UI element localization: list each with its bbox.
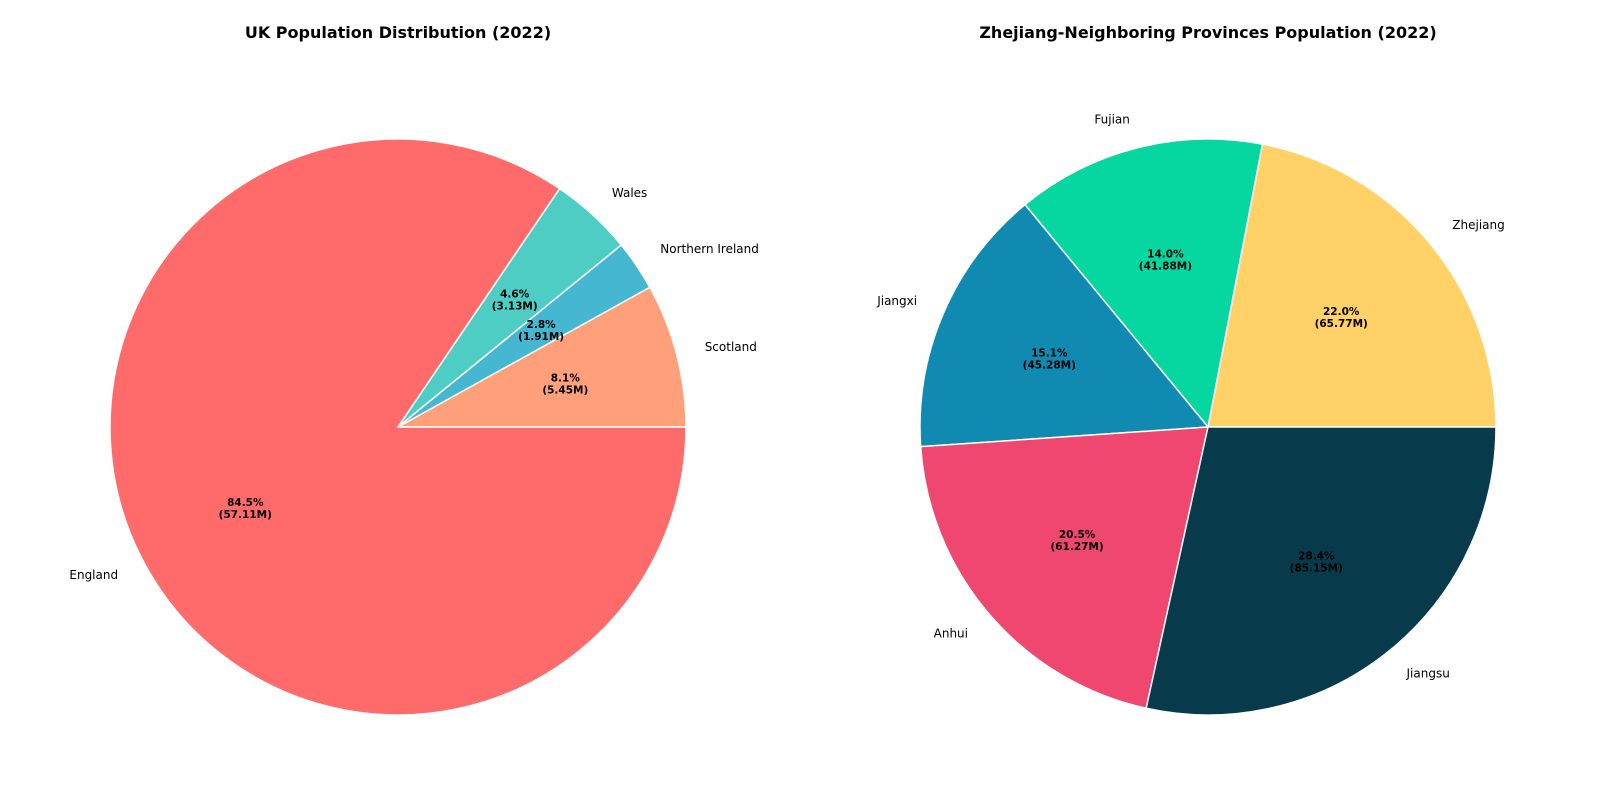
zhejiang-slice-zhejiang [1207, 143, 1497, 428]
uk-label-wales: Wales [612, 186, 647, 200]
zhejiang-slice-jiangxi [919, 203, 1209, 448]
zhejiang-value-label-zhejiang: 22.0% (65.77M) [1315, 306, 1368, 330]
uk-value-label-wales: 4.6% (3.13M) [492, 289, 538, 313]
uk-value-label-england: 84.5% (57.11M) [219, 497, 272, 521]
zhejiang-value-label-jiangxi: 15.1% (45.28M) [1023, 348, 1076, 372]
uk-label-northern-ireland: Northern Ireland [660, 242, 759, 256]
zhejiang-neighbors-pie-chart: Zhejiang-Neighboring Provinces Populatio… [876, 23, 1505, 716]
zhejiang-slice-jiangsu [1145, 426, 1497, 716]
uk-value-label-northern-ireland: 2.8% (1.91M) [518, 319, 564, 343]
uk-chart-title: UK Population Distribution (2022) [245, 23, 551, 42]
zhejiang-value-label-jiangsu: 28.4% (85.15M) [1290, 551, 1343, 575]
uk-slices [109, 138, 687, 716]
uk-value-label-scotland: 8.1% (5.45M) [542, 373, 588, 397]
zhejiang-value-label-anhui: 20.5% (61.27M) [1050, 529, 1103, 553]
zhejiang-label-anhui: Anhui [934, 626, 968, 640]
zhejiang-label-zhejiang: Zhejiang [1452, 218, 1504, 232]
zhejiang-label-fujian: Fujian [1094, 113, 1129, 127]
uk-slice-england [109, 138, 687, 716]
zhejiang-chart-title: Zhejiang-Neighboring Provinces Populatio… [979, 23, 1436, 42]
uk-slice-scotland [397, 286, 687, 428]
zhejiang-slice-anhui [919, 426, 1209, 710]
zhejiang-labels: Zhejiang 22.0% (65.77M) Fujian 14.0% (41.88M)… [876, 113, 1505, 681]
uk-label-scotland: Scotland [705, 340, 757, 354]
zhejiang-value-label-fujian: 14.0% (41.88M) [1139, 249, 1192, 273]
zhejiang-label-jiangxi: Jiangxi [876, 294, 917, 308]
uk-label-england: England [69, 568, 118, 582]
zhejiang-slice-fujian [1024, 138, 1264, 428]
uk-labels: Scotland 8.1% (5.45M) Northern Ireland 2.8%(… [69, 186, 759, 582]
zhejiang-slices [919, 138, 1497, 716]
uk-population-pie-chart: UK Population Distribution (2022) Scotla… [69, 23, 759, 716]
zhejiang-label-jiangsu: Jiangsu [1406, 666, 1450, 680]
